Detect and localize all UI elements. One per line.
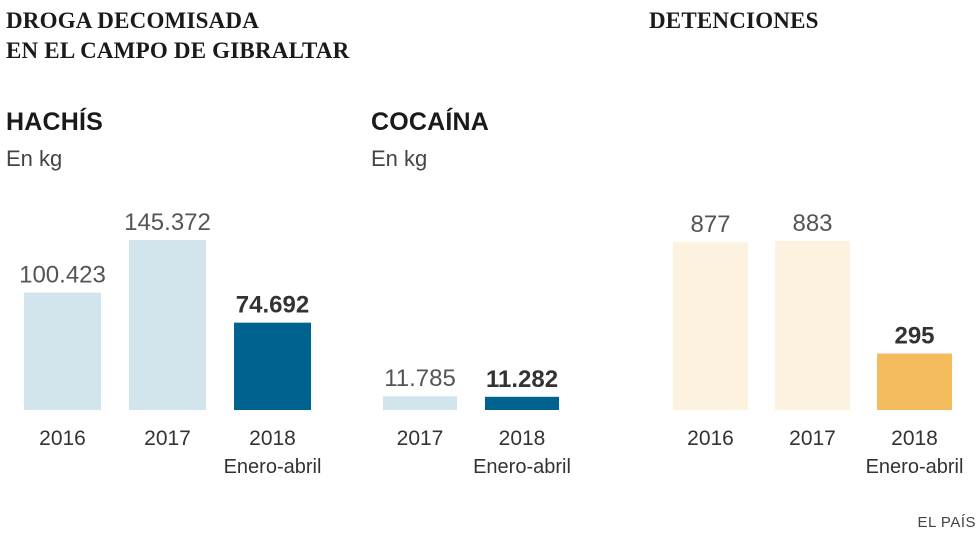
cocaina-value-label: 11.785	[384, 365, 456, 392]
cocaina-category-label: 2017	[397, 427, 444, 450]
hachis-category-label: 2017	[144, 427, 191, 450]
cocaina-unit: En kg	[371, 146, 428, 171]
hachis-title: HACHÍS	[6, 108, 104, 136]
detenciones-category-label: 2018	[891, 427, 938, 450]
hachis-category-label: 2016	[39, 427, 86, 450]
hachis-category-label: 2018	[249, 427, 296, 450]
hachis-bar-2018	[234, 322, 311, 410]
credit-logo: EL PAÍS	[917, 514, 976, 531]
hachis-value-label: 100.423	[19, 262, 106, 289]
detenciones-bar-2017	[775, 241, 850, 410]
detenciones-value-label: 877	[690, 211, 730, 238]
hachis-value-label: 145.372	[124, 209, 211, 236]
detenciones-bar-2018	[877, 353, 952, 410]
detenciones-category-label: 2016	[687, 427, 734, 450]
title-line-2: EN EL CAMPO DE GIBRALTAR	[6, 38, 350, 63]
detenciones-value-label: 883	[792, 210, 832, 237]
cocaina-category-label: 2018	[499, 427, 546, 450]
detenciones-title: DETENCIONES	[649, 8, 819, 33]
hachis-bar-2016	[24, 292, 101, 410]
cocaina-bar-2017	[383, 396, 457, 410]
detenciones-category-label: 2017	[789, 427, 836, 450]
detenciones-value-label: 295	[894, 323, 934, 350]
hachis-unit: En kg	[6, 146, 63, 171]
hachis-category-sublabel: Enero-abril	[224, 456, 322, 478]
title-line-1: DROGA DECOMISADA	[6, 8, 260, 33]
detenciones-bar-2016	[673, 242, 748, 410]
hachis-value-label: 74.692	[236, 292, 309, 319]
detenciones-category-sublabel: Enero-abril	[866, 456, 964, 478]
chart-title: DROGA DECOMISADA EN EL CAMPO DE GIBRALTA…	[6, 6, 349, 66]
cocaina-category-sublabel: Enero-abril	[473, 456, 571, 478]
cocaina-value-label: 11.282	[486, 366, 558, 393]
cocaina-title: COCAÍNA	[371, 108, 490, 136]
cocaina-bar-2018	[485, 396, 559, 410]
hachis-bar-2017	[129, 240, 206, 410]
